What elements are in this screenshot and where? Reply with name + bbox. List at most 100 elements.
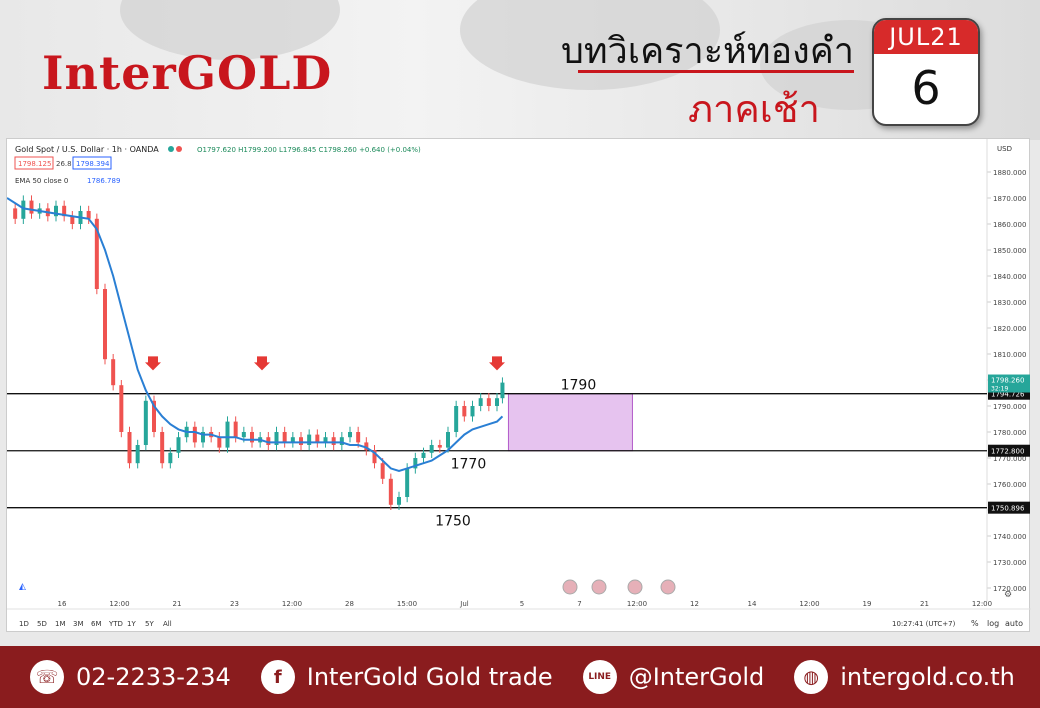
- range-button[interactable]: All: [163, 620, 172, 628]
- candle-body: [94, 218, 99, 289]
- bid-button[interactable]: [14, 156, 54, 170]
- symbol-label: Gold Spot / U.S. Dollar · 1h · OANDA: [15, 145, 159, 154]
- website-contact[interactable]: ◍ intergold.co.th: [794, 660, 1015, 694]
- x-tick-label: 12:00: [282, 600, 302, 608]
- y-tick-label: 1740.000: [993, 533, 1026, 541]
- level-price-tag: [988, 444, 1030, 457]
- candle-body: [356, 432, 361, 443]
- line-contact[interactable]: LINE @InterGold: [582, 660, 764, 694]
- y-tick-label: 1780.000: [993, 429, 1026, 437]
- page-title: บทวิเคราะห์ทองคำ: [560, 31, 854, 72]
- candle-body: [29, 200, 34, 214]
- y-tick-label: 1870.000: [993, 195, 1026, 203]
- range-button[interactable]: 1Y: [127, 620, 136, 628]
- candle-body: [86, 211, 91, 219]
- y-tick-label: 1860.000: [993, 221, 1026, 229]
- x-tick-label: 16: [58, 600, 67, 608]
- y-tick-label: 1730.000: [993, 559, 1026, 567]
- level-price-text: 1750.896: [991, 505, 1025, 513]
- range-button[interactable]: 5Y: [145, 620, 154, 628]
- candle-body: [372, 450, 377, 464]
- candle-body: [478, 398, 483, 406]
- candle-body: [54, 205, 58, 217]
- y-tick-label: 1810.000: [993, 351, 1026, 359]
- y-tick-label: 1760.000: [993, 481, 1026, 489]
- candle-body: [462, 406, 467, 417]
- facebook-contact[interactable]: f InterGold Gold trade: [260, 660, 553, 694]
- candle-body: [331, 437, 336, 445]
- line-icon: LINE: [582, 660, 617, 694]
- range-button[interactable]: 3M: [73, 620, 84, 628]
- candle-body: [168, 452, 173, 464]
- x-tick-label: 23: [230, 600, 239, 608]
- phone-contact[interactable]: ☏ 02-2233-234: [30, 660, 231, 694]
- range-button[interactable]: YTD: [108, 620, 123, 628]
- world-map-background: [0, 0, 1040, 140]
- economic-event-icon: [660, 579, 676, 595]
- level-price-text: 1772.800: [991, 448, 1024, 456]
- auto-toggle[interactable]: auto: [1005, 619, 1023, 628]
- tradingview-logo-icon: ◭: [19, 582, 26, 592]
- candle-body: [388, 478, 393, 505]
- status-dot-icon: [168, 146, 174, 152]
- down-arrow-icon: [489, 356, 505, 371]
- candle-body: [348, 432, 352, 438]
- x-tick-label: 14: [748, 600, 757, 608]
- log-toggle[interactable]: log: [987, 619, 999, 628]
- page-subtitle: ภาคเช้า: [688, 87, 820, 131]
- candle-body: [307, 434, 312, 445]
- ask-button[interactable]: [72, 156, 112, 170]
- candle-body: [274, 432, 279, 445]
- candle-body: [429, 445, 434, 453]
- y-tick-label: 1820.000: [993, 325, 1026, 333]
- percent-toggle[interactable]: %: [971, 619, 979, 628]
- calendar-icon: JUL21 6: [872, 18, 980, 126]
- calendar-month: JUL21: [874, 20, 978, 54]
- candle-body: [315, 434, 320, 443]
- candle-body: [290, 437, 295, 443]
- x-tick-label: 7: [577, 600, 581, 608]
- candle-body: [339, 437, 344, 445]
- candle-body: [500, 382, 505, 399]
- range-button[interactable]: 6M: [91, 620, 102, 628]
- candle-body: [323, 437, 328, 443]
- ohlc-readout: O1797.620 H1799.200 L1796.845 C1798.260 …: [197, 146, 421, 154]
- phone-number: 02-2233-234: [76, 663, 231, 691]
- range-button[interactable]: 1M: [55, 620, 66, 628]
- facebook-icon: f: [260, 660, 295, 694]
- candle-body: [364, 442, 369, 451]
- y-tick-label: 1770.000: [993, 455, 1026, 463]
- ema-label: EMA 50 close 0: [15, 177, 68, 185]
- candle-body: [143, 400, 148, 445]
- x-tick-label: Jul: [459, 600, 469, 608]
- candle-body: [225, 421, 230, 448]
- phone-icon: ☏: [30, 660, 64, 694]
- x-tick-label: 21: [173, 600, 182, 608]
- candle-body: [454, 406, 459, 432]
- currency-select[interactable]: USD: [997, 145, 1012, 153]
- economic-event-icon: [591, 579, 607, 595]
- candle-body: [380, 463, 385, 479]
- range-button[interactable]: 5D: [37, 620, 47, 628]
- x-tick-label: 21: [920, 600, 929, 608]
- x-tick-label: 12: [690, 600, 699, 608]
- title-underline: [578, 70, 854, 73]
- x-tick-label: 5: [520, 600, 524, 608]
- x-tick-label: 12:00: [109, 600, 129, 608]
- candle-body: [152, 400, 156, 432]
- chart-panel: Gold Spot / U.S. Dollar · 1h · OANDA O17…: [6, 138, 1031, 632]
- x-tick-label: 12:00: [972, 600, 992, 608]
- candle-body: [201, 432, 205, 443]
- candle-body: [299, 437, 303, 445]
- candle-body: [111, 359, 116, 386]
- range-button[interactable]: 1D: [19, 620, 29, 628]
- website-url: intergold.co.th: [840, 663, 1015, 691]
- brand-logo: InterGOLD: [42, 46, 333, 100]
- contact-footer: ☏ 02-2233-234 f InterGold Gold trade LIN…: [0, 646, 1040, 708]
- candle-body: [282, 432, 287, 443]
- chart-settings-gear-icon[interactable]: ⚙: [1004, 590, 1012, 600]
- candle-body: [135, 445, 140, 464]
- x-tick-label: 12:00: [627, 600, 647, 608]
- candle-body: [437, 445, 442, 448]
- ema-line: [6, 197, 504, 473]
